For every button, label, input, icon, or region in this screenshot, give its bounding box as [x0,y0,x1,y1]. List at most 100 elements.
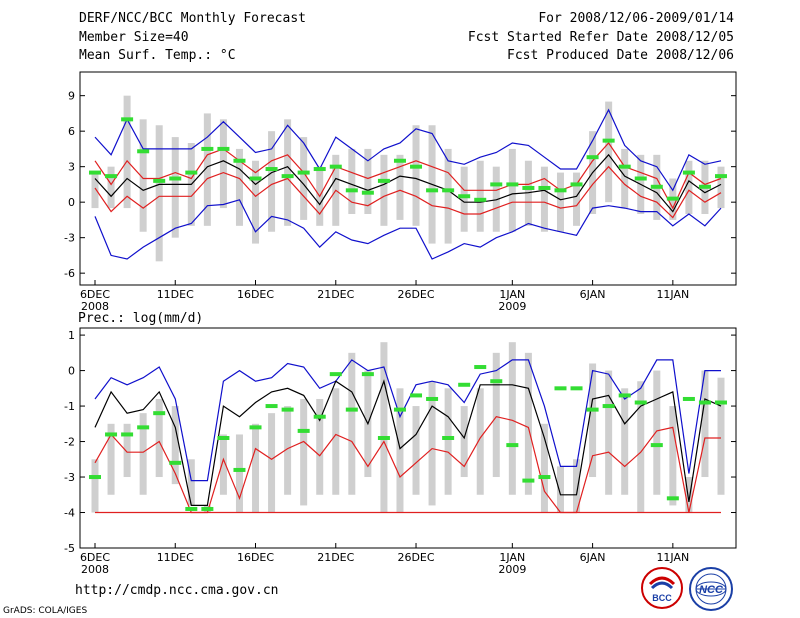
member-marker [442,436,455,440]
range-bar [540,166,548,232]
range-bar [428,381,436,506]
source-url[interactable]: http://cmdp.ncc.cma.gov.cn [75,583,279,598]
member-marker [618,393,631,398]
range-bar [348,148,356,214]
upper-red-line [94,142,722,210]
y-tick-label: -3 [64,232,75,245]
range-bar [492,352,500,478]
member-marker [426,396,439,401]
x-tick-label: 21DEC [317,551,354,564]
range-bar [252,160,260,244]
forecast-period: For 2008/12/06-2009/01/14 [538,11,734,26]
plot-frame-1 [79,327,737,549]
range-bar [717,377,725,495]
member-marker [410,393,423,398]
member-marker [650,184,663,189]
member-marker [345,407,358,412]
x-tick-label: 26DEC [397,551,434,564]
member-marker [570,182,583,187]
range-bar [540,423,548,513]
x-tick-label: 11JAN [656,288,689,301]
lower-blue-line [94,199,722,260]
y-tick-label: 3 [68,161,75,174]
member-marker [538,475,551,480]
ncc-logo-text: NCC [699,584,724,596]
member-marker [698,184,711,189]
member-marker [554,188,567,193]
member-marker [458,194,471,199]
x-tick-label: 6DEC [80,551,110,564]
y-tick-label: 9 [68,90,75,103]
range-bar [653,370,661,495]
range-bar [139,413,147,495]
x-tick-label: 1JAN [499,551,525,564]
member-marker [121,117,134,122]
ensemble-mean-line [94,153,722,213]
x-tick-year-label: 2008 [81,563,109,576]
bcc-logo: BCC [641,567,683,609]
range-bar [573,172,581,226]
bcc-logo-text: BCC [652,593,672,603]
member-marker [393,158,406,163]
precip-panel-title: Prec.: log(mm/d) [78,311,203,326]
member-marker [281,174,294,179]
range-bar [284,119,292,226]
x-tick-label: 16DEC [237,288,274,301]
range-bar [605,101,613,203]
member-marker [137,149,150,154]
range-bar [91,172,99,209]
range-bar [123,95,131,209]
member-marker [586,407,599,412]
range-bar [171,137,179,238]
range-bar [348,352,356,495]
member-marker [442,188,455,193]
member-marker [602,404,615,409]
range-bar [300,137,308,220]
x-tick-label: 6JAN [580,288,606,301]
range-bar [556,172,564,232]
member-marker [153,411,166,416]
range-bar [123,423,131,478]
member-marker [361,190,374,195]
member-marker [137,425,150,430]
member-marker [265,404,278,409]
member-size-label: Member Size=40 [79,30,189,45]
plot-frame-0 [79,71,737,286]
y-tick-label: -6 [64,267,75,280]
member-marker [233,158,246,163]
member-marker [313,414,326,419]
range-bar [380,342,388,513]
member-marker [602,138,615,143]
range-bar [476,160,484,232]
x-tick-label: 16DEC [237,551,274,564]
member-marker [474,197,487,202]
member-marker [313,167,326,172]
y-tick-label: -3 [64,471,75,484]
range-bar [412,125,420,226]
forecast-started-date: Fcst Started Refer Date 2008/12/05 [467,30,734,45]
member-marker [522,478,535,483]
member-marker [586,155,599,160]
member-marker [715,400,727,405]
range-bar [203,113,211,226]
y-tick-label: -4 [64,507,75,520]
y-tick-label: 1 [68,329,75,342]
member-marker [89,475,101,480]
grads-credit: GrADS: COLA/IGES [3,606,88,616]
range-bar [300,398,308,506]
member-marker [361,372,374,377]
range-bar [155,125,163,262]
range-bar [219,434,227,495]
member-marker [538,185,551,190]
range-bar [637,381,645,513]
member-marker [634,400,647,405]
upper-blue-line [94,359,721,482]
range-bar [235,434,243,513]
member-marker [377,178,390,183]
member-marker [634,176,647,181]
member-marker [265,167,278,172]
y-tick-label: 0 [68,365,75,378]
range-bar [332,388,340,495]
member-marker [522,185,535,190]
